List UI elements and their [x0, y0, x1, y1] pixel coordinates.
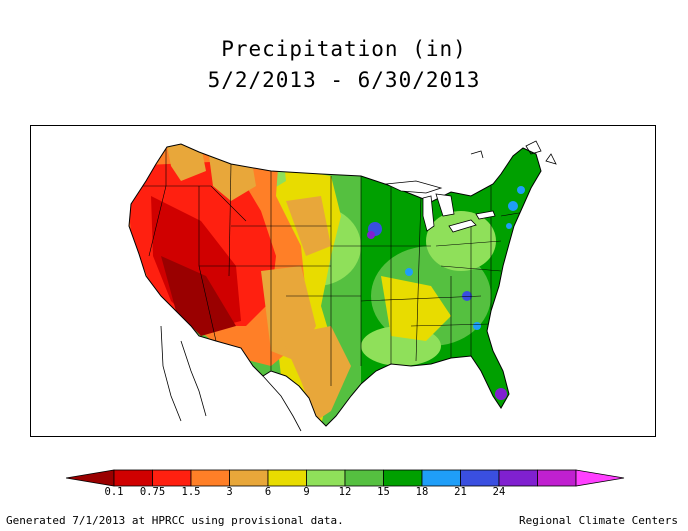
legend-tick-label: 21: [454, 486, 467, 498]
legend-tick-label: 3: [226, 486, 233, 498]
legend-arrow-high: [575, 469, 625, 487]
legend-tick-label: 0.75: [139, 486, 166, 498]
map-title: Precipitation (in): [221, 37, 467, 61]
precipitation-map: [30, 125, 656, 437]
mexico-coastline: [160, 325, 302, 432]
legend-tick-label: 18: [415, 486, 429, 498]
legend-tick-label: 9: [303, 486, 310, 498]
legend-swatch: [383, 469, 423, 487]
canada-islands: [470, 140, 557, 165]
great-lakes: [384, 180, 496, 233]
legend-swatch: [152, 469, 192, 487]
legend-swatch: [229, 469, 269, 487]
legend-tick-label: 0.1: [104, 486, 124, 498]
generated-note: Generated 7/1/2013 at HPRCC using provis…: [6, 514, 344, 527]
legend-swatch: [421, 469, 461, 487]
source-credit: Regional Climate Centers: [519, 514, 678, 527]
legend-tick-label: 6: [264, 486, 272, 498]
legend-swatch: [267, 469, 307, 487]
legend-tick-label: 15: [377, 486, 390, 498]
legend-swatch: [344, 469, 384, 487]
legend-tick-label: 1.5: [181, 486, 201, 498]
legend-arrow-low: [66, 469, 115, 487]
legend-tick-label: 24: [492, 486, 506, 498]
legend-tick-label: 12: [338, 486, 352, 498]
legend-swatch: [537, 469, 577, 487]
map-date-range: 5/2/2013 - 6/30/2013: [207, 68, 481, 92]
legend-swatch: [190, 469, 230, 487]
legend-swatch: [498, 469, 538, 487]
precipitation-field: [129, 144, 541, 426]
legend-swatch: [460, 469, 500, 487]
precipitation-legend: [66, 469, 625, 487]
legend-swatch: [113, 469, 153, 487]
state-boundaries: [131, 146, 532, 386]
legend-swatch: [306, 469, 346, 487]
